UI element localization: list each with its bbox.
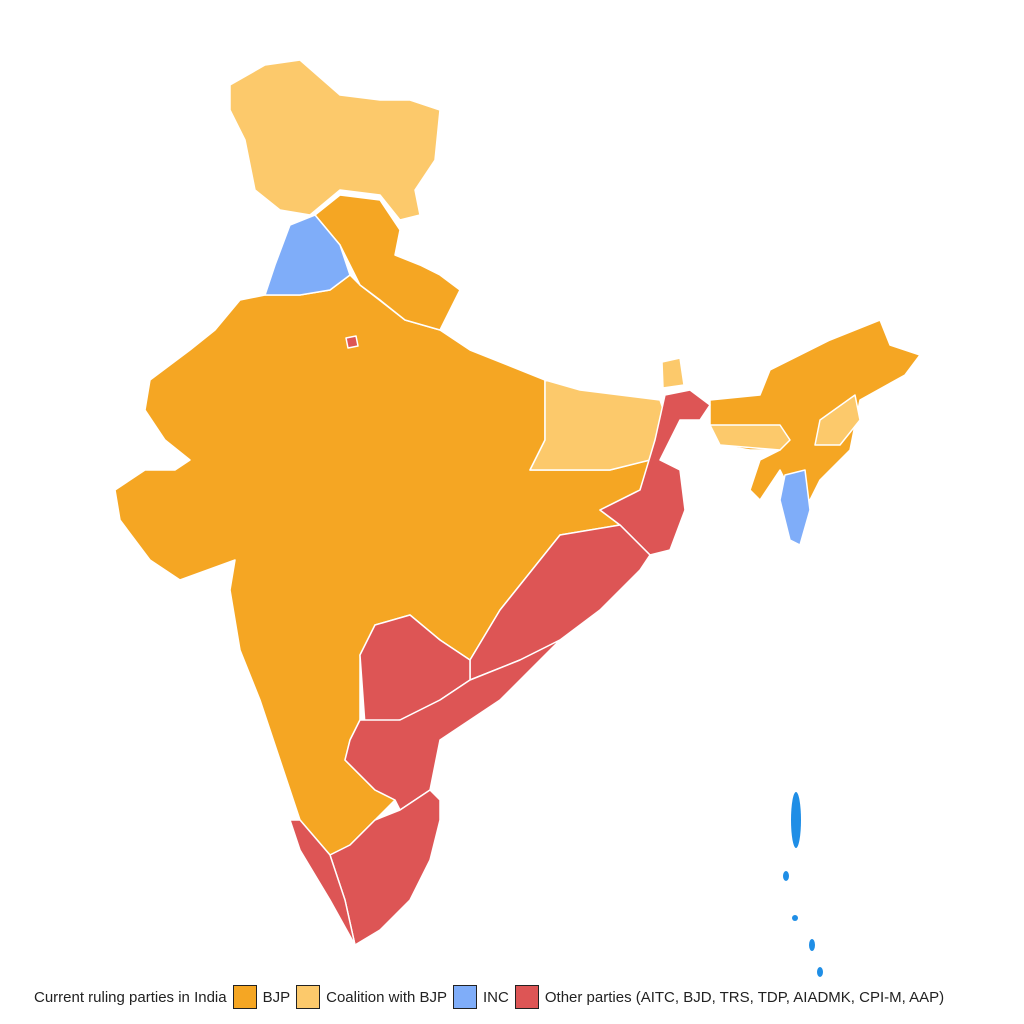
legend-label: INC <box>483 988 509 1006</box>
region-other-bengal <box>599 389 711 556</box>
legend-label: Coalition with BJP <box>326 988 448 1006</box>
region-bjp-northeast <box>709 319 921 501</box>
region-coalition-north <box>229 59 441 221</box>
region-coalition-east <box>529 379 666 471</box>
legend: Current ruling parties in India BJP Coali… <box>34 985 944 1009</box>
legend-label: BJP <box>262 988 291 1006</box>
island <box>783 871 789 881</box>
region-coalition-nagaland <box>814 394 861 446</box>
legend-swatch <box>232 985 257 1009</box>
region-bjp-north <box>314 194 461 331</box>
region-other-kerala <box>289 819 356 946</box>
island <box>792 915 798 921</box>
region-other-delhi <box>345 335 359 349</box>
legend-swatch <box>296 985 321 1009</box>
region-inc-punjab <box>264 214 351 296</box>
region-coalition-meghalaya <box>709 424 791 451</box>
island <box>809 939 815 951</box>
legend-swatch <box>514 985 539 1009</box>
india-map <box>114 59 921 977</box>
island <box>817 967 823 977</box>
region-coalition-sikkim <box>661 357 685 389</box>
region-inc-mizoram <box>779 469 811 546</box>
legend-swatch <box>453 985 478 1009</box>
island <box>791 792 801 848</box>
region-other-tamilnadu <box>329 789 441 946</box>
legend-label: Other parties (AITC, BJD, TRS, TDP, AIAD… <box>544 988 945 1006</box>
legend-title: Current ruling parties in India <box>34 988 227 1006</box>
islands <box>783 792 823 977</box>
